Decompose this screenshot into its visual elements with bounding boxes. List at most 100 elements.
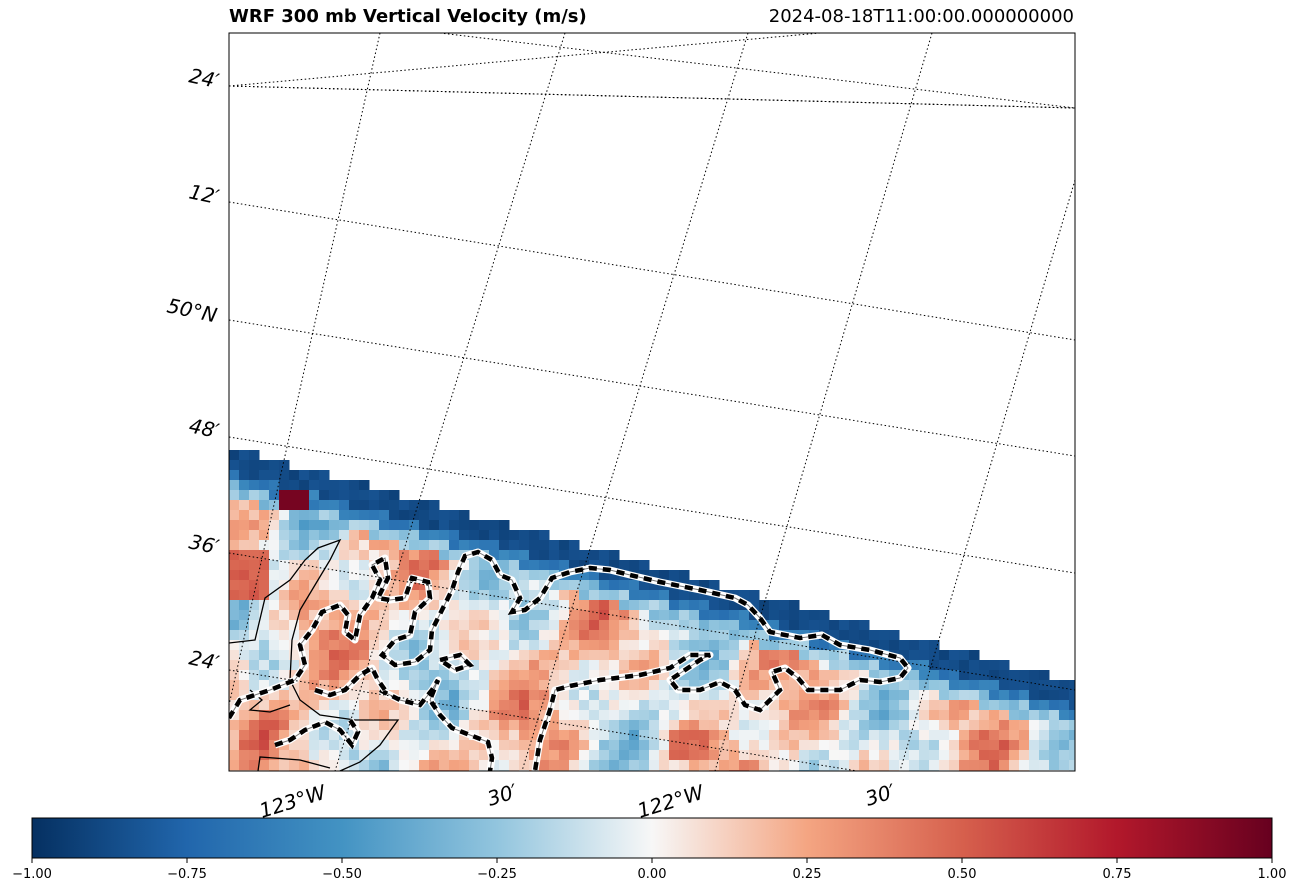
- heatmap-cell: [719, 630, 730, 641]
- heatmap-cell: [529, 590, 540, 601]
- heatmap-cell: [319, 770, 330, 771]
- heatmap-cell: [939, 740, 950, 751]
- heatmap-cell: [559, 590, 570, 601]
- heatmap-cell: [989, 670, 1000, 681]
- heatmap-cell: [559, 640, 570, 651]
- heatmap-cell: [309, 510, 320, 521]
- heatmap-cell: [319, 520, 330, 531]
- heatmap-cell: [749, 710, 760, 721]
- heatmap-cell: [239, 680, 250, 691]
- heatmap-cell: [669, 690, 680, 701]
- heatmap-cell: [489, 630, 500, 641]
- heatmap-cell: [479, 650, 490, 661]
- heatmap-cell: [849, 710, 860, 721]
- heatmap-cell: [619, 740, 630, 751]
- heatmap-cell: [759, 770, 770, 771]
- heatmap-cell: [469, 590, 480, 601]
- heatmap-cell: [789, 610, 800, 621]
- heatmap-cell: [309, 740, 320, 751]
- heatmap-cell: [279, 560, 290, 571]
- heatmap-cell: [959, 770, 970, 771]
- heatmap-cell: [879, 760, 890, 771]
- heatmap-cell: [559, 690, 570, 701]
- heatmap-cell: [829, 720, 840, 731]
- heatmap-cell: [419, 580, 430, 591]
- heatmap-cell: [789, 750, 800, 761]
- heatmap-cell: [279, 710, 290, 721]
- heatmap-cell: [329, 520, 340, 531]
- heatmap-cell: [449, 700, 460, 711]
- heatmap-cell: [289, 740, 300, 751]
- heatmap-cell: [339, 700, 350, 711]
- heatmap-cell: [319, 560, 330, 571]
- heatmap-cell: [599, 670, 610, 681]
- heatmap-cell: [399, 690, 410, 701]
- heatmap-cell: [289, 700, 300, 711]
- heatmap-cell: [319, 670, 330, 681]
- heatmap-cell: [399, 520, 410, 531]
- heatmap-cell: [609, 760, 620, 771]
- heatmap-cell: [259, 760, 270, 771]
- heatmap-cell: [339, 640, 350, 651]
- heatmap-cell: [399, 710, 410, 721]
- heatmap-cell: [379, 750, 390, 761]
- heatmap-cell: [359, 580, 370, 591]
- heatmap-cell: [599, 590, 610, 601]
- heatmap-cell: [869, 680, 880, 691]
- heatmap-cell: [349, 650, 360, 661]
- heatmap-cell: [259, 710, 270, 721]
- heatmap-cell: [429, 580, 440, 591]
- heatmap-cell: [629, 720, 640, 731]
- heatmap-cell: [709, 750, 720, 761]
- heatmap-cell: [229, 460, 240, 471]
- heatmap-cell: [469, 640, 480, 651]
- heatmap-cell: [409, 770, 420, 771]
- heatmap-cell: [359, 590, 370, 601]
- heatmap-cell: [319, 730, 330, 741]
- heatmap-cell: [589, 600, 600, 611]
- heatmap-cell: [599, 740, 610, 751]
- heatmap-cell: [569, 550, 580, 561]
- heatmap-cell: [749, 620, 760, 631]
- heatmap-cell: [449, 590, 460, 601]
- heatmap-cell: [409, 540, 420, 551]
- heatmap-cell: [599, 660, 610, 671]
- heatmap-cell: [469, 600, 480, 611]
- colorbar-tick-label: 1.00: [1258, 867, 1287, 882]
- heatmap-cell: [889, 630, 900, 641]
- heatmap-cell: [489, 720, 500, 731]
- heatmap-cell: [709, 640, 720, 651]
- heatmap-cell: [479, 760, 490, 771]
- heatmap-cell: [809, 670, 820, 681]
- heatmap-cell: [769, 760, 780, 771]
- heatmap-cell: [399, 600, 410, 611]
- heatmap-cell: [789, 690, 800, 701]
- heatmap-cell: [559, 750, 570, 761]
- heatmap-cell: [439, 730, 450, 741]
- heatmap-cell: [559, 550, 570, 561]
- heatmap-cell: [229, 510, 240, 521]
- heatmap-cell: [859, 700, 870, 711]
- heatmap-cell: [429, 650, 440, 661]
- heatmap-cell: [619, 730, 630, 741]
- heatmap-cell: [259, 600, 270, 611]
- heatmap-cell: [249, 540, 260, 551]
- heatmap-cell: [499, 540, 510, 551]
- heatmap-cell: [339, 740, 350, 751]
- heatmap-cell: [539, 700, 550, 711]
- heatmap-cell: [559, 620, 570, 631]
- heatmap-cell: [889, 670, 900, 681]
- heatmap-cell: [849, 690, 860, 701]
- heatmap-cell: [299, 750, 310, 761]
- heatmap-cell: [629, 740, 640, 751]
- heatmap-cell: [609, 660, 620, 671]
- heatmap-cell: [659, 640, 670, 651]
- heatmap-cell: [589, 710, 600, 721]
- heatmap-cell: [789, 740, 800, 751]
- heatmap-cell: [999, 690, 1010, 701]
- heatmap-cell: [979, 660, 990, 671]
- heatmap-cell: [609, 640, 620, 651]
- heatmap-cell: [239, 460, 250, 471]
- heatmap-cell: [1069, 700, 1075, 711]
- heatmap-cell: [959, 690, 970, 701]
